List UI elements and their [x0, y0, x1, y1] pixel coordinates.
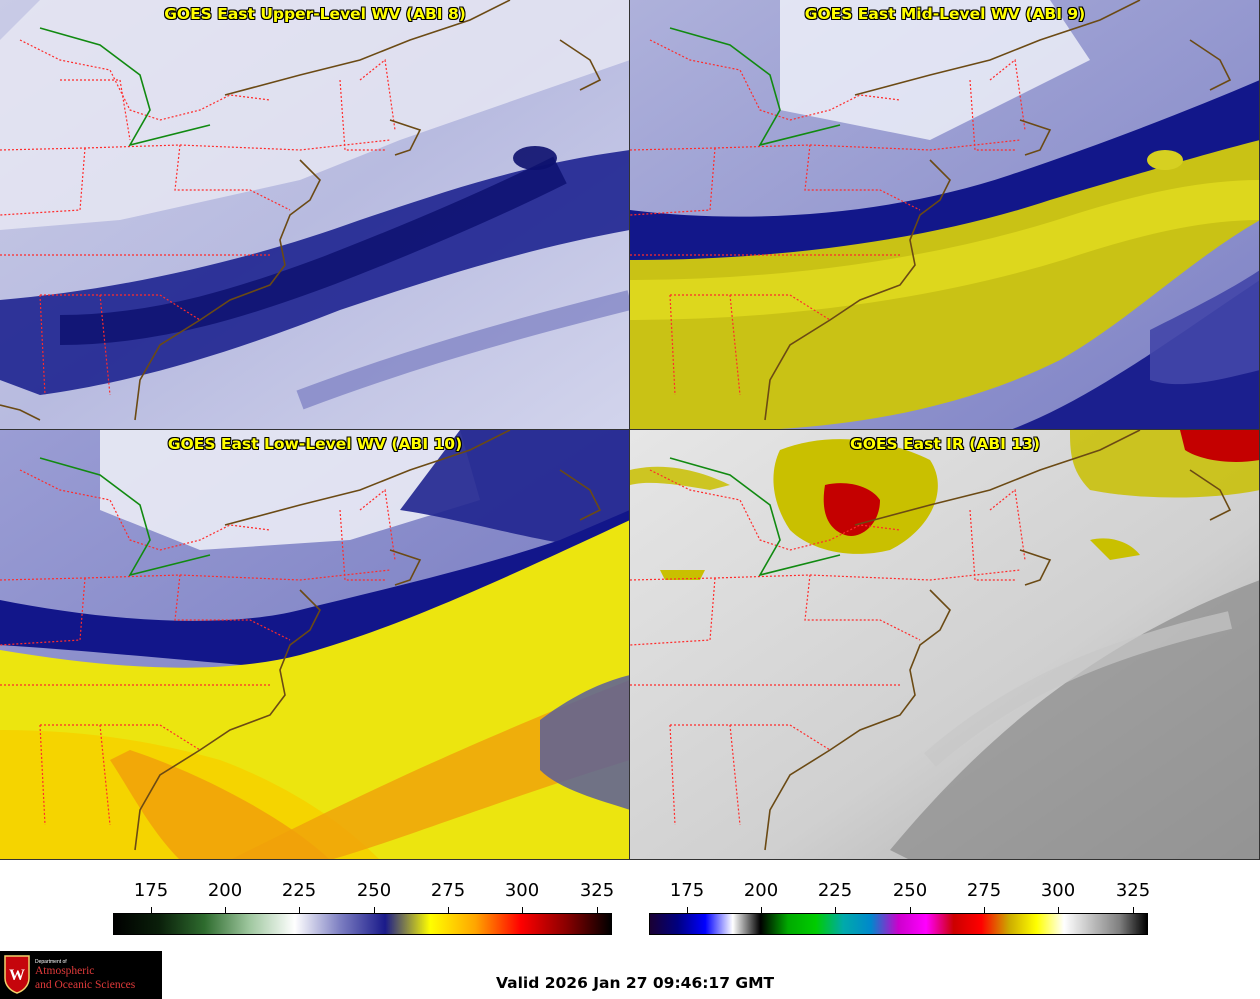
wv-tick-label: 175	[133, 880, 169, 901]
valid-time: Valid 2026 Jan 27 09:46:17 GMT	[496, 974, 775, 992]
panel-title: GOES East Mid-Level WV (ABI 9)	[804, 5, 1086, 23]
wv-tick-mark	[597, 907, 598, 913]
ir-tick-mark	[1058, 907, 1059, 913]
infrared-image	[630, 430, 1259, 859]
mid-level-wv-image	[630, 0, 1259, 429]
wv-tick-mark	[299, 907, 300, 913]
uw-crest-icon: W	[4, 955, 30, 994]
ir-tick-mark	[910, 907, 911, 913]
logo-line-1: Atmospheric	[35, 965, 95, 977]
ir-tick-label: 200	[743, 880, 779, 901]
low-level-wv-image	[0, 430, 629, 859]
logo-department: Department of	[35, 959, 67, 965]
panel-title: GOES East Low-Level WV (ABI 10)	[167, 435, 463, 453]
ir-tick-label: 250	[892, 880, 928, 901]
wv-tick-label: 200	[207, 880, 243, 901]
ir-tick-mark	[687, 907, 688, 913]
mid-level-wv-panel: GOES East Mid-Level WV (ABI 9)	[630, 0, 1260, 430]
aos-logo: W Department of Atmospheric and Oceanic …	[0, 951, 162, 999]
ir-colorbar-gradient	[649, 913, 1148, 935]
ir-tick-mark	[761, 907, 762, 913]
ir-tick-label: 175	[669, 880, 705, 901]
wv-colorbar-gradient	[113, 913, 612, 935]
ir-tick-mark	[984, 907, 985, 913]
panel-title: GOES East Upper-Level WV (ABI 8)	[164, 5, 466, 23]
wv-tick-mark	[151, 907, 152, 913]
wv-tick-label: 300	[504, 880, 540, 901]
ir-tick-mark	[835, 907, 836, 913]
panel-title: GOES East IR (ABI 13)	[850, 435, 1040, 453]
ir-tick-mark	[1133, 907, 1134, 913]
upper-level-wv-image	[0, 0, 629, 429]
ir-tick-label: 300	[1040, 880, 1076, 901]
wv-tick-mark	[522, 907, 523, 913]
logo-line-2: and Oceanic Sciences	[35, 979, 136, 991]
ir-tick-label: 225	[817, 880, 853, 901]
wv-tick-label: 225	[281, 880, 317, 901]
wv-tick-label: 325	[579, 880, 615, 901]
wv-colorbar: 175 200 225 250 275 300 325	[113, 880, 614, 940]
ir-colorbar: 175 200 225 250 275 300 325	[649, 880, 1150, 940]
wv-tick-mark	[448, 907, 449, 913]
low-level-wv-panel: GOES East Low-Level WV (ABI 10)	[0, 430, 630, 860]
wv-tick-label: 250	[356, 880, 392, 901]
upper-level-wv-panel: GOES East Upper-Level WV (ABI 8)	[0, 0, 630, 430]
ir-tick-label: 325	[1115, 880, 1151, 901]
wv-tick-mark	[225, 907, 226, 913]
wv-tick-mark	[374, 907, 375, 913]
ir-tick-label: 275	[966, 880, 1002, 901]
svg-text:W: W	[9, 967, 25, 984]
infrared-panel: GOES East IR (ABI 13)	[630, 430, 1260, 860]
wv-tick-label: 275	[430, 880, 466, 901]
